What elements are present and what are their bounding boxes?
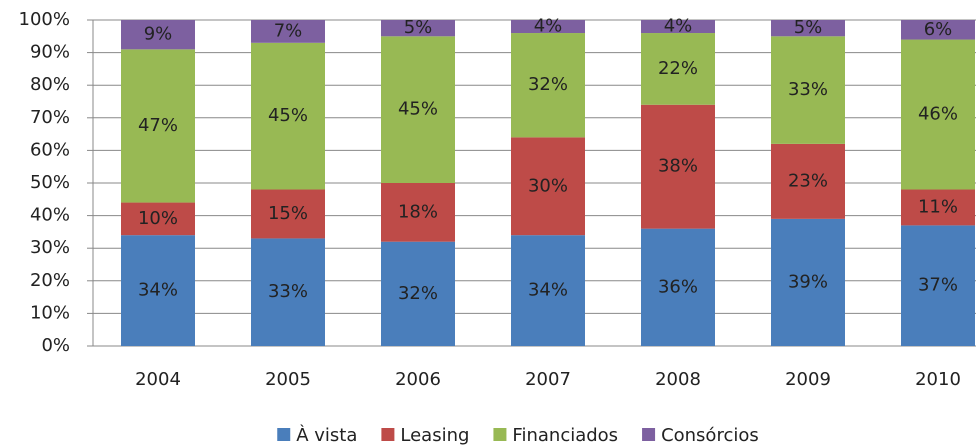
bar-segment bbox=[251, 238, 325, 346]
data-label: 4% bbox=[534, 16, 563, 37]
data-label: 23% bbox=[788, 170, 828, 191]
bar-segment bbox=[901, 20, 975, 40]
data-label: 30% bbox=[528, 175, 568, 196]
x-tick-label: 2005 bbox=[265, 369, 311, 390]
data-label: 22% bbox=[658, 58, 698, 79]
data-label: 5% bbox=[794, 17, 823, 38]
bar-segment bbox=[381, 183, 455, 242]
bar-segment bbox=[251, 20, 325, 43]
bar-segment bbox=[641, 33, 715, 105]
y-tick-label: 100% bbox=[19, 9, 70, 30]
legend-label: À vista bbox=[296, 424, 357, 446]
data-label: 32% bbox=[398, 283, 438, 304]
data-label: 7% bbox=[274, 20, 303, 41]
data-label: 34% bbox=[528, 280, 568, 301]
data-label: 18% bbox=[398, 201, 438, 222]
y-tick-label: 90% bbox=[30, 42, 70, 63]
x-tick-label: 2008 bbox=[655, 369, 701, 390]
x-tick-label: 2007 bbox=[525, 369, 571, 390]
x-tick-label: 2006 bbox=[395, 369, 441, 390]
bar-segment bbox=[901, 39, 975, 190]
bar-segment bbox=[381, 36, 455, 183]
y-tick-label: 20% bbox=[30, 270, 70, 291]
y-tick-label: 0% bbox=[41, 335, 70, 356]
bar-segment bbox=[381, 20, 455, 37]
bar-segment bbox=[771, 143, 845, 219]
legend-swatch bbox=[642, 428, 656, 441]
bar-segment bbox=[901, 189, 975, 226]
data-label: 10% bbox=[138, 208, 178, 229]
bar-segment bbox=[121, 20, 195, 50]
bar-segment bbox=[121, 235, 195, 346]
data-label: 33% bbox=[268, 281, 308, 302]
y-tick-label: 60% bbox=[30, 139, 70, 160]
legend-swatch bbox=[277, 428, 291, 441]
data-label: 36% bbox=[658, 276, 698, 297]
data-label: 32% bbox=[528, 74, 568, 95]
legend-swatch bbox=[381, 428, 395, 441]
y-tick-label: 80% bbox=[30, 74, 70, 95]
data-label: 38% bbox=[658, 156, 698, 177]
bar-segment bbox=[901, 225, 975, 346]
data-label: 6% bbox=[924, 19, 953, 40]
y-tick-label: 40% bbox=[30, 205, 70, 226]
legend-label: Consórcios bbox=[661, 425, 759, 446]
x-tick-label: 2010 bbox=[915, 369, 961, 390]
y-tick-label: 10% bbox=[30, 302, 70, 323]
y-tick-label: 30% bbox=[30, 237, 70, 258]
bar-segment bbox=[121, 49, 195, 203]
bar-segment bbox=[121, 202, 195, 236]
bar-segment bbox=[771, 20, 845, 37]
bar-segment bbox=[641, 104, 715, 229]
x-tick-label: 2009 bbox=[785, 369, 831, 390]
bar-segment bbox=[511, 235, 585, 346]
legend-swatch bbox=[493, 428, 507, 441]
bar-segment bbox=[511, 20, 585, 34]
data-label: 33% bbox=[788, 79, 828, 100]
data-label: 45% bbox=[398, 99, 438, 120]
legend-label: Financiados bbox=[512, 425, 618, 446]
data-label: 46% bbox=[918, 104, 958, 125]
data-label: 15% bbox=[268, 203, 308, 224]
y-tick-label: 70% bbox=[30, 107, 70, 128]
bar-segment bbox=[641, 20, 715, 34]
bar-segment bbox=[251, 189, 325, 239]
data-label: 47% bbox=[138, 115, 178, 136]
data-label: 34% bbox=[138, 280, 178, 301]
data-label: 45% bbox=[268, 105, 308, 126]
data-label: 4% bbox=[664, 16, 693, 37]
bar-segment bbox=[511, 33, 585, 138]
bar-segment bbox=[251, 42, 325, 190]
data-label: 9% bbox=[144, 24, 173, 45]
data-label: 39% bbox=[788, 271, 828, 292]
bar-segment bbox=[771, 36, 845, 144]
y-tick-label: 50% bbox=[30, 172, 70, 193]
bar-segment bbox=[641, 228, 715, 346]
data-label: 11% bbox=[918, 196, 958, 217]
data-label: 37% bbox=[918, 275, 958, 296]
bar-segment bbox=[511, 137, 585, 236]
legend-label: Leasing bbox=[400, 425, 469, 446]
bar-segment bbox=[771, 218, 845, 346]
bar-segment bbox=[381, 241, 455, 346]
data-label: 5% bbox=[404, 17, 433, 38]
x-tick-label: 2004 bbox=[135, 369, 181, 390]
